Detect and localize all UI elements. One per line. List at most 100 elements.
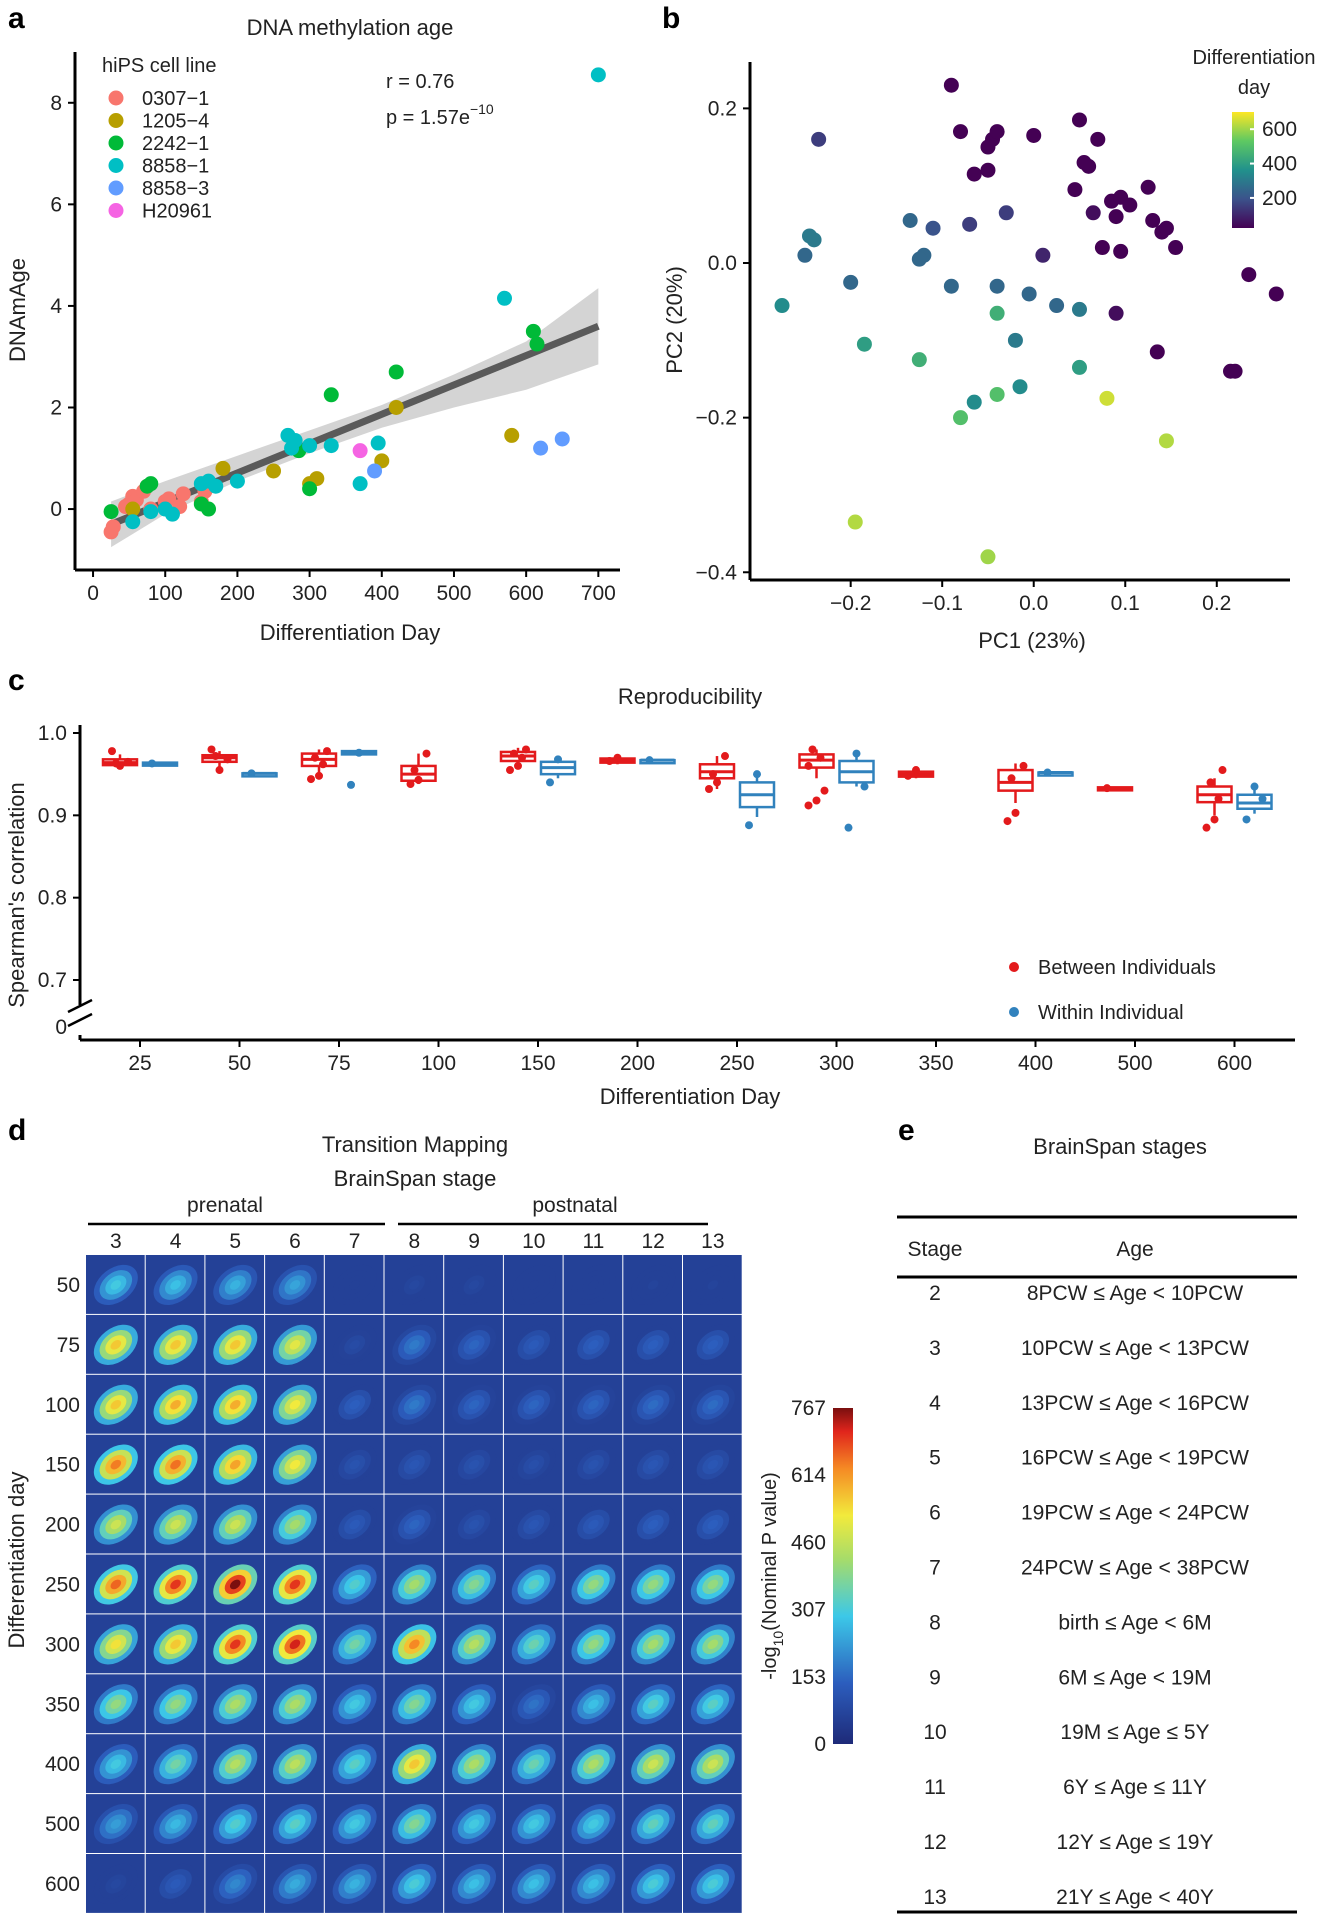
panel-a-point xyxy=(323,387,339,403)
panel-a-scatter: DNA methylation age 0 100 200 300 400 500 600 7… xyxy=(5,15,620,645)
panel-d-cell-blob xyxy=(170,1459,181,1470)
panel-a-point xyxy=(125,501,141,517)
panel-a-y-tick-label: 0 xyxy=(50,498,62,521)
panel-b-point xyxy=(1090,131,1106,147)
panel-a-legend-marker xyxy=(108,203,124,218)
panel-d-column-label: 7 xyxy=(349,1230,361,1253)
panel-c-point xyxy=(804,761,813,770)
panel-b-colorbar-title-1: Differentiation xyxy=(1192,47,1315,69)
panel-a-point xyxy=(143,476,159,492)
panel-b-point xyxy=(998,205,1014,221)
panel-b-colorbar-title-2: day xyxy=(1238,77,1270,99)
panel-d-cell-blob xyxy=(707,1759,719,1769)
panel-d-cell-blob xyxy=(707,1280,719,1290)
panel-d-colorbar-tick-label: 153 xyxy=(791,1666,826,1689)
panel-c-point xyxy=(355,748,363,757)
panel-d-cells xyxy=(86,1255,742,1913)
panel-a-point xyxy=(323,438,339,454)
panel-d-row-label: 350 xyxy=(45,1693,80,1716)
panel-b-point xyxy=(1094,240,1110,256)
panel-d-column-label: 5 xyxy=(229,1230,241,1253)
panel-c-point xyxy=(554,755,562,764)
panel-d-cell-blob xyxy=(588,1519,599,1530)
panel-c-x-tick-label: 25 xyxy=(128,1052,151,1075)
panel-d-cell-blob xyxy=(289,1399,301,1410)
panel-b-point xyxy=(1076,155,1092,171)
panel-b-point xyxy=(1099,390,1115,406)
panel-d-cell-blob xyxy=(409,1819,420,1829)
panel-d-cell-blob xyxy=(468,1819,480,1829)
panel-d-cell-blob xyxy=(110,1280,122,1290)
panel-c-legend-marker-between xyxy=(1009,962,1019,972)
panel-b-point xyxy=(911,352,927,368)
panel-a-point xyxy=(125,514,141,530)
panel-d-cell-blob xyxy=(468,1759,480,1769)
panel-d-cell-blob xyxy=(409,1519,420,1530)
panel-c-point xyxy=(315,771,323,780)
panel-d-cell-blob xyxy=(349,1519,360,1530)
panel-c-x-tick-label: 250 xyxy=(719,1052,754,1075)
panel-e-cell-age: 13PCW ≤ Age < 16PCW xyxy=(1021,1392,1249,1415)
panel-b-point xyxy=(1149,344,1165,360)
panel-b-point xyxy=(811,131,827,147)
panel-c-y-label: Spearman's correlation xyxy=(4,782,29,1008)
panel-d-cell-blob xyxy=(170,1519,181,1530)
panel-d-row-label: 500 xyxy=(45,1813,80,1836)
panel-c-point xyxy=(1210,815,1219,824)
panel-c-point xyxy=(323,747,331,756)
panel-d-cell-blob xyxy=(588,1879,599,1889)
panel-d-cell-blob xyxy=(110,1879,122,1889)
panel-d-group-prenatal: prenatal xyxy=(187,1194,263,1217)
panel-d-cell-blob xyxy=(170,1699,181,1710)
panel-d-row-label: 150 xyxy=(45,1454,80,1477)
panel-a-point xyxy=(504,427,520,443)
panel-b-point xyxy=(843,274,859,290)
panel-b-point xyxy=(856,336,872,352)
panel-e-cell-age: 19PCW ≤ Age < 24PCW xyxy=(1021,1502,1249,1525)
panel-d-cell-blob xyxy=(707,1699,719,1710)
panel-c-point xyxy=(347,780,355,789)
panel-b-point xyxy=(943,77,959,93)
panel-d-cell-blob xyxy=(289,1819,301,1829)
panel-a-title: DNA methylation age xyxy=(247,15,454,40)
panel-c-point xyxy=(705,784,713,793)
panel-a-y-tick-label: 4 xyxy=(50,295,62,318)
panel-b-point xyxy=(1113,243,1129,259)
panel-c-point xyxy=(816,753,825,762)
panel-d-cell-blob xyxy=(468,1280,480,1290)
panel-d-cell-blob xyxy=(229,1699,241,1710)
panel-d-cell-blob xyxy=(588,1340,599,1350)
panel-d-cell-blob xyxy=(409,1459,420,1470)
panel-b-point xyxy=(980,139,996,155)
panel-d-cell-blob xyxy=(468,1879,480,1889)
panel-a-point xyxy=(201,501,217,517)
panel-b-y-tick-label: −0.4 xyxy=(696,561,738,584)
panel-c-point xyxy=(808,745,817,754)
panel-d-colorbar-tick-label: 460 xyxy=(791,1531,826,1554)
panel-c-point xyxy=(1011,808,1020,817)
panel-c-point xyxy=(514,761,522,770)
panel-d-cell-blob xyxy=(229,1879,241,1889)
panel-d-cell-blob xyxy=(170,1579,181,1590)
panel-d-cell-blob xyxy=(229,1639,241,1650)
panel-c-point xyxy=(211,752,220,761)
panel-label-d: d xyxy=(8,1114,26,1147)
panel-a-x-tick-label: 500 xyxy=(436,582,471,605)
panel-c-y-ticks: 1.0 0.9 0.8 0.7 0 xyxy=(38,722,80,1039)
panel-c-boxes xyxy=(101,745,1273,832)
panel-c-point xyxy=(1242,815,1251,824)
panel-d-cell-blob xyxy=(468,1699,480,1710)
panel-b-x-tick-label: 0.1 xyxy=(1111,592,1140,615)
panel-b-point xyxy=(902,212,918,228)
panel-d-row-label: 100 xyxy=(45,1394,80,1417)
panel-d-cell-blob xyxy=(588,1399,599,1410)
panel-label-c: c xyxy=(8,664,25,697)
panel-c-point xyxy=(852,749,861,758)
panel-e-cell-stage: 13 xyxy=(923,1886,946,1909)
panel-e-cell-age: 16PCW ≤ Age < 19PCW xyxy=(1021,1447,1249,1470)
panel-d-cell-blob xyxy=(349,1819,360,1829)
panel-c-point xyxy=(1007,774,1016,783)
panel-c-x-tick-label: 75 xyxy=(327,1052,350,1075)
panel-d-cell-blob xyxy=(588,1639,599,1650)
panel-a-annotation-r: r = 0.76 xyxy=(386,71,454,93)
